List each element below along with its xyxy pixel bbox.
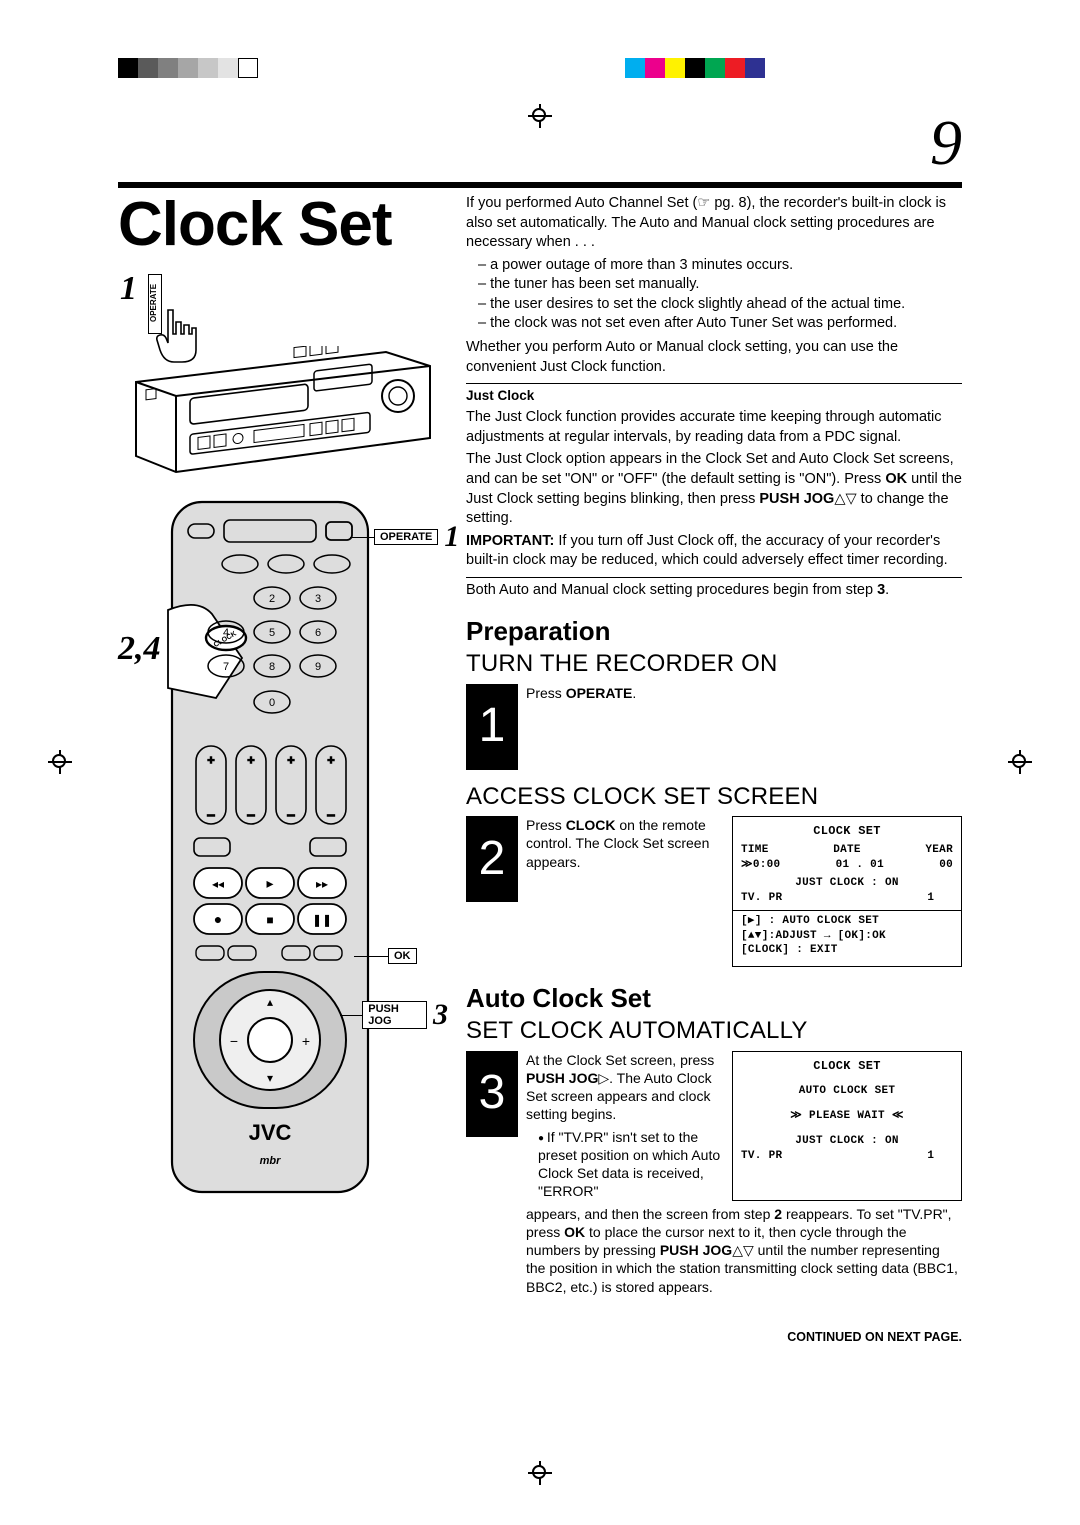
svg-text:◂◂: ◂◂ (212, 877, 224, 891)
step-3-title: SET CLOCK AUTOMATICALLY (466, 1018, 962, 1044)
intro-p1: If you performed Auto Channel Set (☞ pg.… (466, 194, 962, 253)
callout-operate: OPERATE 1 (350, 520, 459, 554)
step-3-number: 3 (466, 1051, 518, 1137)
crosshair-right-icon (1008, 750, 1032, 774)
svg-text:▸▸: ▸▸ (316, 877, 328, 891)
svg-text:❚❚: ❚❚ (312, 913, 332, 927)
vcr-step-ref: 1 (120, 270, 137, 308)
step-2-number: 2 (466, 816, 518, 902)
step-2: ACCESS CLOCK SET SCREEN 2 Press CLOCK on… (466, 784, 962, 967)
svg-text:8: 8 (269, 661, 275, 673)
justclock-p1: The Just Clock function provides accurat… (466, 408, 962, 447)
osd-clock-set: CLOCK SET TIMEDATEYEAR 0:00 01 . 01 00 J… (732, 816, 962, 967)
registration-bar (0, 52, 1080, 84)
intro-bullet: the clock was not set even after Auto Tu… (478, 314, 962, 334)
svg-text:4: 4 (223, 627, 229, 639)
step-1-number: 1 (466, 684, 518, 770)
callout-operate-label: OPERATE (374, 529, 438, 545)
svg-text:▸: ▸ (266, 875, 273, 891)
step-1: TURN THE RECORDER ON 1 Press OPERATE. (466, 651, 962, 769)
remote-illustration: 2,4 (118, 498, 448, 1258)
step-1-title: TURN THE RECORDER ON (466, 651, 962, 677)
crosshair-bottom-icon (528, 1461, 552, 1485)
svg-text:7: 7 (223, 661, 229, 673)
intro-bullets: a power outage of more than 3 minutes oc… (466, 256, 962, 334)
callout-operate-step: 1 (444, 520, 459, 554)
vcr-illustration: 1 OPERATE (118, 268, 448, 478)
both-note: Both Auto and Manual clock setting proce… (466, 581, 962, 601)
page-content: 9 Clock Set 1 OPERATE (118, 138, 962, 1346)
svg-text:6: 6 (315, 627, 321, 639)
remote-brand-label: JVC (249, 1120, 292, 1145)
step-3: SET CLOCK AUTOMATICALLY 3 At the Clock S… (466, 1018, 962, 1298)
crosshair-left-icon (48, 750, 72, 774)
osd-auto-clock-set: CLOCK SET AUTO CLOCK SET PLEASE WAIT JUS… (732, 1051, 962, 1201)
title-rule (118, 182, 962, 188)
svg-text:▾: ▾ (267, 1071, 273, 1085)
intro-bullet: a power outage of more than 3 minutes oc… (478, 256, 962, 276)
hand-icon (156, 308, 198, 369)
justclock-important: IMPORTANT: If you turn off Just Clock of… (466, 532, 962, 571)
right-column: If you performed Auto Channel Set (☞ pg.… (466, 194, 962, 1346)
svg-text:+: + (247, 753, 254, 767)
operate-tab-label: OPERATE (148, 274, 162, 334)
justclock-heading: Just Clock (466, 387, 962, 405)
continued-label: CONTINUED ON NEXT PAGE. (466, 1329, 962, 1346)
svg-text:9: 9 (315, 661, 321, 673)
callout-pushjog-label: PUSH JOG (362, 1001, 427, 1029)
svg-text:▴: ▴ (267, 995, 273, 1009)
crosshair-top-icon (528, 104, 552, 128)
left-column: Clock Set 1 OPERATE (118, 194, 448, 1346)
svg-text:2: 2 (269, 593, 275, 605)
auto-clock-heading: Auto Clock Set (466, 981, 962, 1016)
callout-pushjog: PUSH JOG 3 (340, 998, 448, 1032)
intro-p2: Whether you perform Auto or Manual clock… (466, 338, 962, 377)
page-number: 9 (930, 106, 962, 180)
svg-text:■: ■ (266, 913, 273, 927)
svg-text:−: − (230, 1033, 238, 1049)
svg-text:0: 0 (269, 697, 275, 709)
intro-bullet: the user desires to set the clock slight… (478, 295, 962, 315)
intro-bullet: the tuner has been set manually. (478, 275, 962, 295)
svg-text:●: ● (214, 911, 222, 927)
svg-text:−: − (207, 807, 215, 823)
svg-text:+: + (207, 753, 214, 767)
step-3-body: At the Clock Set screen, press PUSH JOG▷… (526, 1051, 962, 1299)
svg-text:3: 3 (315, 593, 321, 605)
callout-ok-label: OK (388, 948, 417, 964)
callout-pushjog-step: 3 (433, 998, 448, 1032)
page-title: Clock Set (118, 194, 448, 256)
step-1-text: Press OPERATE. (526, 684, 962, 770)
svg-text:+: + (302, 1033, 310, 1049)
step-2-title: ACCESS CLOCK SET SCREEN (466, 784, 962, 810)
justclock-p2: The Just Clock option appears in the Clo… (466, 450, 962, 528)
svg-text:−: − (327, 807, 335, 823)
remote-step-ref: 2,4 (118, 630, 161, 668)
callout-ok: OK (354, 948, 417, 964)
preparation-heading: Preparation (466, 614, 962, 649)
svg-text:5: 5 (269, 627, 275, 639)
svg-text:−: − (287, 807, 295, 823)
remote-body-icon: CLOCK + + + + − − (166, 498, 374, 1198)
svg-text:−: − (247, 807, 255, 823)
svg-text:+: + (287, 753, 294, 767)
svg-text:+: + (327, 753, 334, 767)
step-2-body: Press CLOCK on the remote control. The C… (526, 816, 962, 967)
svg-text:mbr: mbr (260, 1155, 282, 1167)
